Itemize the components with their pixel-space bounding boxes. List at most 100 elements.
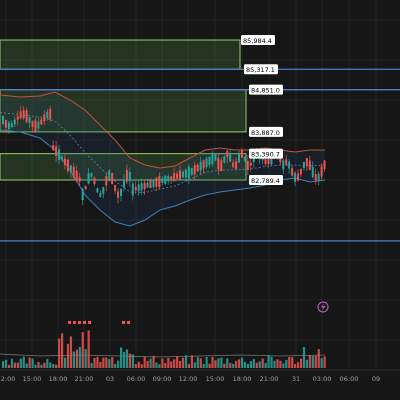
candle-body	[294, 172, 297, 182]
candle-body	[84, 186, 87, 190]
candle-body	[78, 177, 81, 182]
candle-body	[291, 168, 294, 176]
candle-body	[96, 188, 99, 193]
volume-bar	[93, 357, 96, 368]
volume-bar	[164, 363, 167, 368]
lightning-bolt-icon[interactable]	[317, 301, 329, 313]
price-tag-bg	[249, 84, 283, 95]
candle-body	[214, 154, 217, 161]
volume-bar	[28, 357, 31, 368]
candle-body	[43, 114, 46, 122]
candle-body	[176, 173, 179, 179]
volume-bar	[105, 357, 108, 368]
price-tag-bg	[241, 35, 275, 45]
time-tick-label: 06:00	[127, 375, 146, 383]
volume-bar	[179, 361, 182, 368]
volume-bar	[314, 355, 317, 368]
candle-body	[52, 145, 55, 151]
volume-bar	[299, 358, 303, 368]
time-tick-label: 15:00	[23, 375, 42, 383]
volume-bar	[63, 357, 67, 368]
volume-bar	[96, 356, 99, 368]
volume-bar	[16, 362, 19, 368]
candle-body	[305, 158, 308, 166]
candle-body	[34, 120, 37, 132]
volume-bar	[223, 363, 226, 368]
candle-body	[90, 173, 93, 177]
volume-bar	[58, 338, 61, 368]
candle-body	[164, 175, 167, 184]
volume-bar	[288, 356, 291, 368]
price-tag[interactable]: 82,789.4	[249, 175, 283, 185]
volume-bar	[155, 362, 158, 368]
signal-marker	[78, 321, 81, 324]
price-tag[interactable]: 85,984.4	[241, 35, 275, 45]
volume-bar	[84, 349, 87, 368]
volume-bar	[149, 358, 152, 368]
signal-marker	[83, 321, 86, 324]
volume-bar	[267, 355, 270, 368]
signal-marker	[68, 321, 71, 324]
volume-bar	[128, 353, 132, 368]
volume-bar	[205, 357, 208, 368]
signal-marker	[73, 321, 76, 324]
time-tick-label: 09	[372, 375, 380, 383]
candle-body	[181, 171, 184, 178]
price-zone[interactable]	[0, 39, 241, 70]
volume-bar	[134, 364, 137, 368]
volume-bar	[181, 357, 185, 368]
volume-bar	[170, 361, 173, 368]
volume-bar	[52, 364, 55, 368]
candle-body	[128, 172, 131, 182]
candle-body	[58, 149, 61, 161]
volume-bar	[90, 362, 93, 368]
candle-body	[246, 160, 249, 170]
price-tag[interactable]: 84,851.0	[249, 84, 283, 95]
candle-body	[323, 160, 326, 170]
signal-marker	[127, 321, 130, 324]
price-tag[interactable]: 83,390.7	[249, 148, 283, 159]
candle-body	[93, 177, 96, 185]
volume-bar	[202, 364, 205, 368]
time-tick-label: 31	[292, 375, 300, 383]
volume-bar	[72, 351, 75, 368]
time-axis: 12:00 15:00 18:00 21:00 03 06:00 09:00 12:00 15:…	[0, 369, 400, 400]
price-tag-label: 85,317.1	[246, 66, 275, 74]
signal-marker	[88, 321, 91, 324]
candle-body	[205, 158, 208, 167]
time-tick-label: 09:00	[153, 375, 172, 383]
volume-bar	[99, 362, 102, 368]
time-tick-label: 21:00	[75, 375, 94, 383]
volume-bar	[152, 355, 155, 368]
candle-body	[75, 170, 78, 181]
candle-body	[120, 189, 122, 196]
candle-body	[22, 110, 25, 119]
volume-bar	[211, 356, 214, 368]
volume-bar	[40, 364, 43, 368]
candle-body	[297, 173, 299, 181]
candle-body	[299, 168, 302, 175]
candle-body	[196, 164, 199, 172]
time-tick-label: 12:00	[179, 375, 198, 383]
price-tag[interactable]: 85,317.1	[244, 64, 278, 75]
candle-body	[211, 154, 214, 164]
volume-bar	[46, 358, 49, 368]
volume-bar	[323, 356, 326, 368]
price-tag[interactable]: 83,887.0	[249, 126, 283, 137]
candle-body	[155, 177, 158, 187]
candle-body	[13, 119, 16, 125]
candle-body	[282, 160, 285, 170]
candle-body	[235, 161, 238, 169]
candle-body	[311, 166, 314, 178]
price-tag-label: 83,887.0	[251, 129, 280, 137]
volume-bar	[214, 360, 217, 368]
candle-body	[149, 180, 152, 189]
volume-bar	[255, 362, 258, 368]
candle-body	[193, 164, 196, 175]
candle-body	[114, 185, 117, 191]
candle-body	[108, 170, 111, 180]
candle-body	[61, 156, 63, 160]
time-tick-label: 15:00	[206, 375, 225, 383]
